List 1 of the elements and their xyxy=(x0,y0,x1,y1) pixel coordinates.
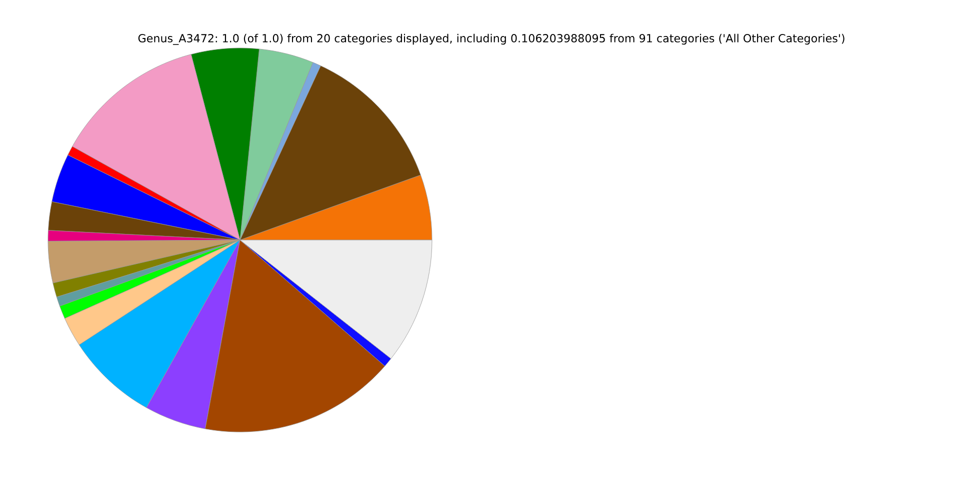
text: Genus_A3472: 1.0 (of 1.0) from 20 categories displayed, including 0.106203988095 from 91 categories ('All Other Categories') xyxy=(138,34,844,45)
